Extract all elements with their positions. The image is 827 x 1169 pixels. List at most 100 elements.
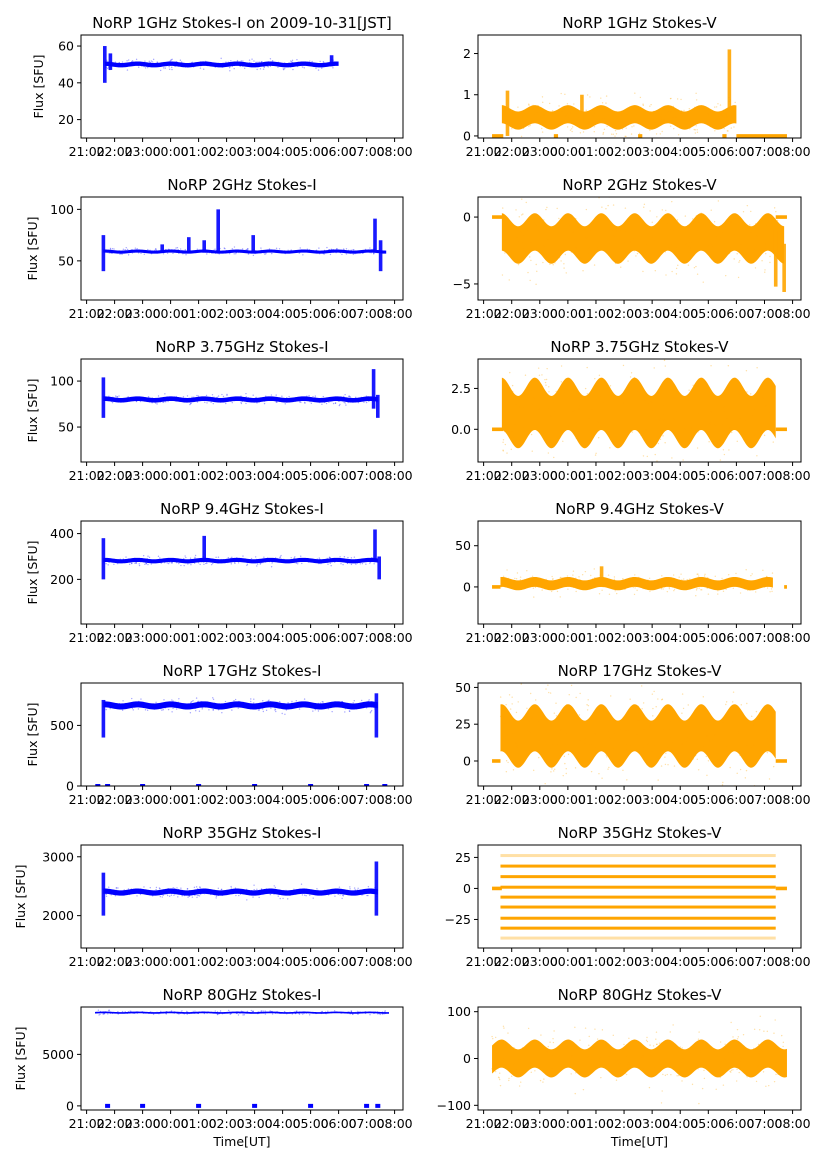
data-point xyxy=(133,1012,135,1014)
data-point xyxy=(160,562,162,564)
data-point xyxy=(180,564,182,567)
data-point xyxy=(657,117,660,119)
data-point xyxy=(650,1054,652,1057)
data-point xyxy=(555,390,557,393)
data-point xyxy=(269,893,271,896)
data-point xyxy=(655,133,658,135)
data-point xyxy=(215,398,217,400)
data-point xyxy=(513,579,515,582)
data-point xyxy=(594,454,597,456)
data-point xyxy=(586,709,589,711)
data-point xyxy=(164,707,166,709)
data-zero-segment xyxy=(736,134,787,138)
data-point xyxy=(556,1059,559,1061)
data-band xyxy=(103,701,378,710)
data-point xyxy=(364,250,366,253)
data-point xyxy=(527,729,529,731)
data-point xyxy=(127,1010,130,1013)
data-point xyxy=(641,708,643,710)
data-point xyxy=(161,704,163,706)
data-point xyxy=(142,701,144,703)
data-point xyxy=(179,250,181,252)
data-point xyxy=(177,888,180,891)
data-point xyxy=(560,576,562,579)
data-point xyxy=(266,65,268,68)
data-point xyxy=(612,1034,614,1037)
data-point xyxy=(593,131,595,133)
data-point xyxy=(179,1012,182,1014)
data-point xyxy=(725,1062,727,1065)
data-point xyxy=(575,247,577,249)
data-point xyxy=(575,577,577,579)
data-point xyxy=(143,1012,145,1014)
data-point xyxy=(766,225,768,227)
data-point xyxy=(330,248,333,251)
subplot-title: NoRP 3.75GHz Stokes-V xyxy=(550,338,729,356)
data-point xyxy=(218,63,220,65)
axes-frame xyxy=(477,358,802,463)
data-point xyxy=(620,114,622,116)
data-point xyxy=(199,61,202,63)
data-point xyxy=(115,889,117,892)
data-point xyxy=(374,1011,377,1013)
data-point xyxy=(516,236,518,238)
x-tick-label: 08:00 xyxy=(377,954,413,969)
data-point xyxy=(696,447,699,449)
x-tick-label: 03:00 xyxy=(634,306,670,321)
data-point xyxy=(235,892,238,895)
data-point xyxy=(127,888,130,890)
data-point xyxy=(535,263,537,266)
data-zero-segment xyxy=(492,215,504,219)
data-point xyxy=(659,438,662,441)
data-point xyxy=(242,65,244,67)
data-point xyxy=(220,705,222,707)
y-tick-label: 2.5 xyxy=(451,381,471,396)
data-point xyxy=(569,463,570,464)
data-point xyxy=(332,67,334,69)
data-spike xyxy=(580,94,584,124)
data-point xyxy=(532,104,534,107)
data-point xyxy=(675,247,677,249)
data-point xyxy=(572,409,575,412)
data-point xyxy=(742,254,744,256)
data-point xyxy=(768,428,771,431)
data-point xyxy=(234,890,237,892)
data-point xyxy=(552,578,554,581)
data-point xyxy=(188,893,190,895)
data-point xyxy=(605,583,608,585)
data-point xyxy=(732,587,735,590)
data-point xyxy=(122,560,124,562)
data-point xyxy=(277,61,280,64)
data-point xyxy=(121,61,124,63)
data-point xyxy=(329,562,331,565)
data-point xyxy=(322,701,324,703)
data-point xyxy=(596,239,598,241)
data-point xyxy=(673,765,676,767)
data-point xyxy=(201,64,204,66)
data-point xyxy=(199,891,201,893)
data-point xyxy=(372,248,374,251)
data-point xyxy=(179,703,182,706)
data-point xyxy=(381,1013,384,1015)
data-point xyxy=(636,121,638,124)
data-point xyxy=(772,232,774,235)
data-point xyxy=(112,892,115,895)
data-point xyxy=(614,262,617,265)
data-point xyxy=(635,255,637,257)
data-point xyxy=(566,582,568,585)
data-point xyxy=(201,561,203,563)
data-point xyxy=(531,1056,534,1059)
data-point xyxy=(689,578,691,580)
data-point xyxy=(239,1012,241,1015)
data-spike xyxy=(101,538,106,580)
data-point xyxy=(563,743,566,745)
data-point xyxy=(167,61,169,64)
data-point xyxy=(610,695,612,697)
data-point xyxy=(707,577,709,580)
data-point xyxy=(702,745,704,748)
x-tick-label: 23:00 xyxy=(522,1116,558,1131)
data-point xyxy=(612,406,614,409)
data-point xyxy=(655,1031,658,1033)
data-point xyxy=(722,781,724,784)
x-tick-label: 23:00 xyxy=(522,144,558,159)
